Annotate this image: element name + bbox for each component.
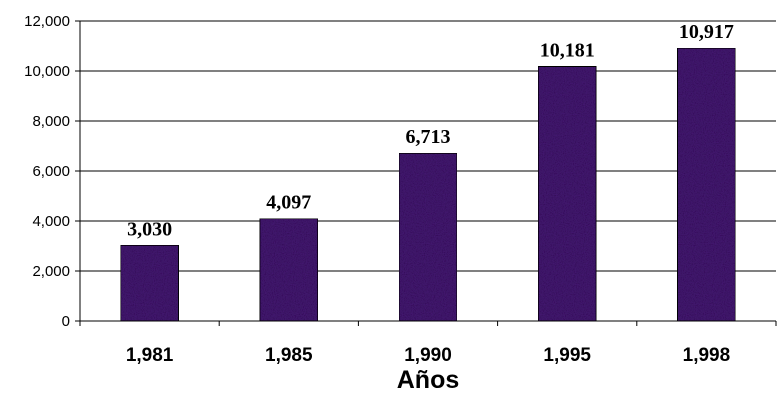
- data-label: 4,097: [266, 192, 311, 214]
- bar: [120, 244, 180, 322]
- data-label: 6,713: [406, 126, 451, 148]
- y-tick-label: 12,000: [24, 13, 70, 30]
- bar-group: [398, 152, 458, 322]
- bar: [259, 218, 319, 322]
- x-tick-label: 1,985: [265, 345, 313, 366]
- y-tick-label: 6,000: [32, 163, 70, 180]
- y-tick-label: 0: [62, 313, 70, 330]
- bar: [676, 47, 736, 322]
- bar: [537, 65, 597, 322]
- bars: [120, 47, 736, 322]
- bar-group: [259, 218, 319, 322]
- bar-group: [676, 47, 736, 322]
- x-tick-label: 1,995: [543, 345, 591, 366]
- bar-group: [537, 65, 597, 322]
- y-tick-label: 4,000: [32, 213, 70, 230]
- x-tick-label: 1,990: [404, 345, 452, 366]
- y-tick-label: 8,000: [32, 113, 70, 130]
- y-tick-label: 2,000: [32, 263, 70, 280]
- data-labels: 3,030 4,097 6,713 10,181 10,917: [127, 21, 734, 240]
- y-tick-label: 10,000: [24, 63, 70, 80]
- data-label: 10,181: [540, 39, 595, 61]
- x-tick-label: 1,998: [683, 345, 731, 366]
- bar-group: [120, 244, 180, 322]
- bar: [398, 152, 458, 322]
- data-label: 3,030: [127, 218, 172, 240]
- x-tick-label: 1,981: [126, 345, 174, 366]
- x-axis-title: Años: [397, 366, 460, 394]
- data-label: 10,917: [679, 21, 734, 43]
- axes: 0 2,000 4,000 6,000 8,000 10,000 12,000 1,981 1,…: [24, 13, 777, 366]
